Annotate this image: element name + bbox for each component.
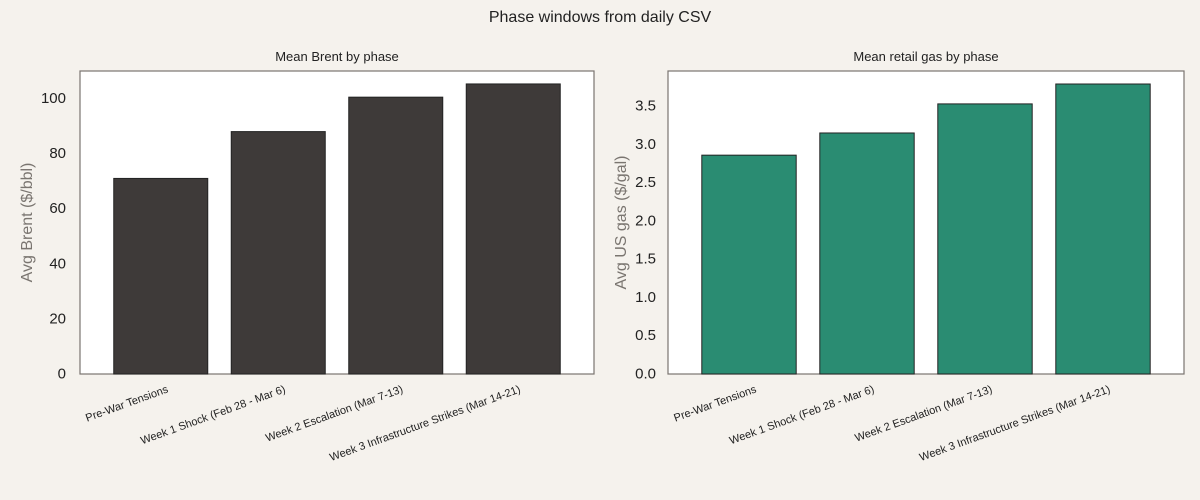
gas-y-axis-label: Avg US gas ($/gal) xyxy=(613,156,630,290)
brent-chart: Mean Brent by phase Avg Brent ($/bbl) 0 … xyxy=(19,49,595,464)
brent-y-tick-label: 20 xyxy=(49,310,66,327)
brent-bar xyxy=(113,177,209,375)
gas-x-tick-label: Week 3 Infrastructure Strikes (Mar 14-21… xyxy=(918,384,1112,464)
brent-x-ticks: Pre-War Tensions Week 1 Shock (Feb 28 - … xyxy=(84,383,522,464)
brent-y-tick-label: 40 xyxy=(49,255,66,272)
brent-x-tick-label: Week 3 Infrastructure Strikes (Mar 14-21… xyxy=(328,384,522,464)
brent-chart-title: Mean Brent by phase xyxy=(275,49,399,64)
gas-y-tick-label: 2.0 xyxy=(635,212,656,229)
gas-y-tick-label: 3.5 xyxy=(635,98,656,115)
gas-bar xyxy=(937,103,1033,375)
gas-y-tick-label: 1.5 xyxy=(635,251,656,268)
brent-bars xyxy=(113,83,561,375)
brent-bar xyxy=(230,131,326,375)
brent-y-ticks: 0 20 40 60 80 100 xyxy=(41,90,66,382)
gas-y-tick-label: 0.5 xyxy=(635,327,656,344)
gas-y-tick-label: 1.0 xyxy=(635,289,656,306)
brent-y-tick-label: 60 xyxy=(49,200,66,217)
gas-bar xyxy=(819,132,915,375)
brent-y-tick-label: 100 xyxy=(41,90,66,107)
brent-bar xyxy=(348,96,444,375)
brent-x-tick-label: Pre-War Tensions xyxy=(84,383,170,424)
gas-y-tick-label: 2.5 xyxy=(635,174,656,191)
gas-chart-title: Mean retail gas by phase xyxy=(853,49,998,64)
gas-y-tick-label: 0.0 xyxy=(635,366,656,383)
gas-y-ticks: 0.0 0.5 1.0 1.5 2.0 2.5 3.0 3.5 xyxy=(635,98,656,383)
gas-x-ticks: Pre-War Tensions Week 1 Shock (Feb 28 - … xyxy=(672,383,1112,464)
gas-bar xyxy=(1055,83,1151,375)
brent-y-axis-label: Avg Brent ($/bbl) xyxy=(19,163,36,283)
gas-y-tick-label: 3.0 xyxy=(635,136,656,153)
gas-bars xyxy=(701,83,1151,375)
gas-chart: Mean retail gas by phase Avg US gas ($/g… xyxy=(613,49,1185,464)
brent-y-tick-label: 80 xyxy=(49,145,66,162)
brent-y-tick-label: 0 xyxy=(58,366,66,383)
brent-bar xyxy=(465,83,561,375)
gas-bar xyxy=(701,154,797,375)
gas-x-tick-label: Pre-War Tensions xyxy=(672,383,758,424)
figure-title: Phase windows from daily CSV xyxy=(489,9,712,26)
